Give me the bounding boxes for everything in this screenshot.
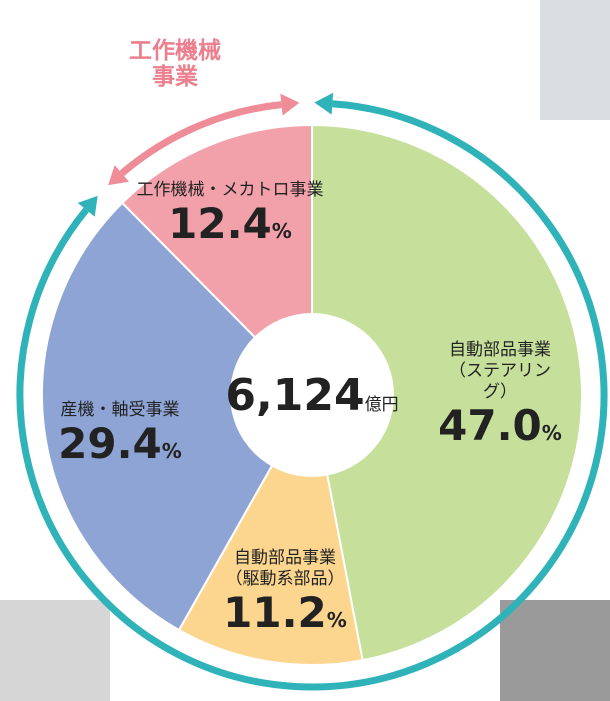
value-label: 12.4 — [168, 199, 272, 248]
photo-bearing — [0, 600, 110, 701]
category-label: 工作機械・メカトロ事業 — [137, 180, 324, 201]
category-label: 自動部品事業 （駆動系部品） — [223, 548, 347, 590]
category-label: 自動部品事業 （ステアリング） — [438, 340, 562, 403]
page: 工作機械 事業 6,124億円 自動部品事業 （ステアリング）47.0%自動部品… — [0, 0, 610, 701]
photo-gear — [500, 600, 610, 701]
value-unit: % — [162, 439, 182, 463]
photo-steering — [540, 0, 610, 120]
value-label-box: 11.2% — [223, 590, 347, 643]
value-label: 47.0 — [438, 401, 542, 450]
category-label: 産機・軸受事業 — [58, 400, 182, 421]
value-unit: % — [327, 608, 347, 632]
value-label-box: 12.4% — [137, 201, 324, 254]
center-label: 6,124 — [225, 370, 364, 421]
annotation: 工作機械 事業 — [129, 38, 221, 90]
center-total: 6,124億円 — [225, 370, 398, 421]
slice-label: 自動部品事業 （ステアリング）47.0% — [438, 340, 562, 456]
value-label-box: 29.4% — [58, 421, 182, 474]
value-label: 29.4 — [58, 419, 162, 468]
value-label-box: 47.0% — [438, 403, 562, 456]
value-unit: % — [272, 219, 292, 243]
arrow-head — [314, 93, 333, 115]
value-label: 11.2 — [223, 588, 327, 637]
arrow-head — [280, 94, 299, 116]
center-unit: 億円 — [365, 395, 399, 415]
value-unit: % — [542, 421, 562, 445]
slice-label: 自動部品事業 （駆動系部品）11.2% — [223, 548, 347, 643]
